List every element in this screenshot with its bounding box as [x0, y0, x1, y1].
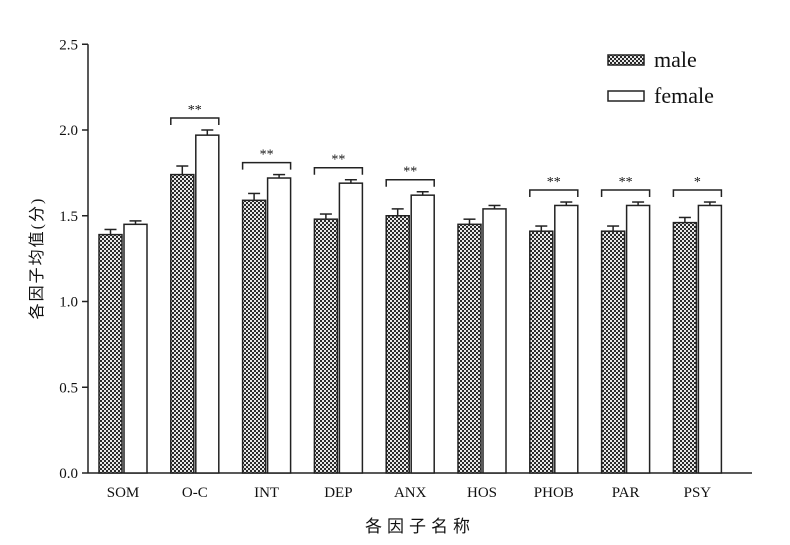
axes: 0.0 0.5 1.0 1.5 2.0 2.5 SOM O-C INT DEP ANX HOS PHOB… [59, 37, 752, 501]
x-tick-label: PAR [612, 485, 640, 501]
bar-female [266, 177, 292, 474]
legend-label-female: female [654, 83, 714, 108]
x-tick-label: INT [254, 485, 279, 501]
x-axis-label: 各因子名称 [365, 517, 475, 536]
bar-male [385, 215, 410, 474]
bars: **** ****** ** * [98, 103, 723, 474]
bar-male [98, 233, 123, 474]
significance-bracket [600, 189, 651, 198]
y-tick-label: 2.0 [59, 123, 78, 139]
y-axis-label: 各因子均值(分) [28, 197, 46, 320]
x-tick-label: SOM [107, 485, 140, 501]
legend-swatch-male [607, 54, 645, 66]
significance-marker: ** [547, 175, 561, 190]
bar-female [697, 204, 723, 474]
legend-label-male: male [654, 47, 697, 72]
bar-male [529, 230, 554, 474]
significance-marker: * [694, 175, 701, 190]
significance-bracket [385, 178, 435, 187]
significance-marker: ** [188, 103, 202, 118]
y-tick-label: 0.0 [59, 466, 78, 482]
bar-female [123, 223, 148, 474]
significance-marker: ** [260, 148, 274, 163]
bar-male [170, 173, 195, 474]
significance-bracket [313, 166, 364, 175]
bar-male [672, 221, 698, 474]
x-tick-label: PSY [684, 485, 712, 501]
bar-male [457, 223, 482, 474]
significance-bracket [529, 189, 579, 198]
x-tick-label: ANX [394, 485, 427, 501]
significance-marker: ** [403, 165, 417, 180]
bar-female [338, 182, 364, 474]
significance-bracket [672, 189, 723, 198]
significance-bracket [241, 161, 292, 170]
significance-bracket [170, 117, 220, 125]
x-tick-label: PHOB [534, 485, 574, 501]
significance-marker: ** [619, 175, 633, 190]
legend-swatch-female [607, 90, 645, 102]
bar-female [554, 204, 579, 474]
y-tick-label: 2.5 [59, 37, 78, 53]
x-tick-label: O-C [182, 485, 208, 501]
legend: male female [607, 47, 714, 108]
bar-male [600, 230, 626, 474]
x-tick-label: DEP [324, 485, 352, 501]
bar-female [625, 204, 651, 474]
y-tick-label: 0.5 [59, 380, 78, 396]
y-tick-label: 1.0 [59, 295, 78, 311]
x-tick-label: HOS [467, 485, 497, 501]
bar-male [241, 199, 267, 474]
bar-male [313, 218, 339, 474]
bar-female [195, 134, 220, 474]
bar-female [482, 208, 507, 474]
y-tick-label: 1.5 [59, 209, 78, 225]
bar-female [410, 194, 435, 474]
significance-marker: ** [331, 153, 345, 168]
